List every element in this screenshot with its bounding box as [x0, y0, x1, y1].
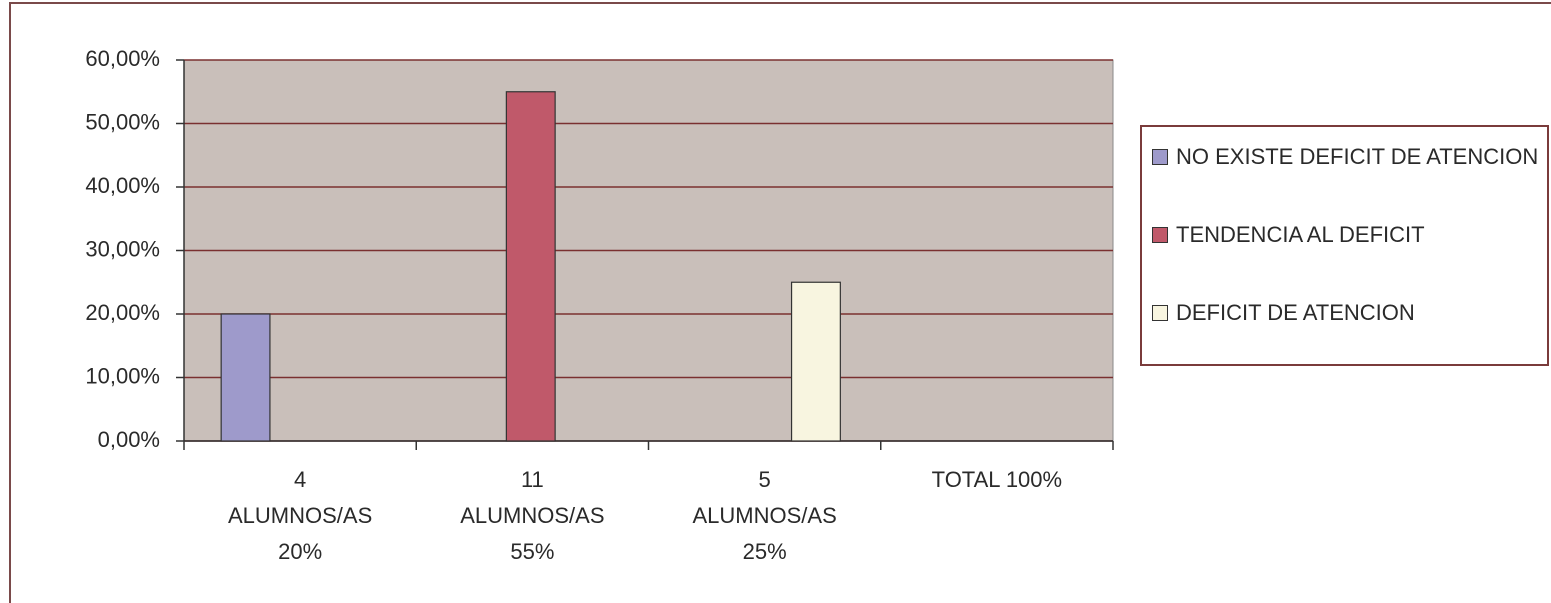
- x-tick-label-line: 4: [294, 467, 306, 492]
- bar: [790, 281, 841, 442]
- chart-border: [9, 2, 1551, 603]
- x-tick-label: 11 ALUMNOS/AS 55%: [460, 467, 604, 564]
- x-tick-label: TOTAL 100%: [932, 467, 1062, 492]
- legend-entry: NO EXISTE DEFICIT DE ATENCION: [1152, 141, 1541, 173]
- x-tick-label-line: 55%: [510, 539, 554, 564]
- legend-label: TENDENCIA AL DEFICIT: [1176, 222, 1425, 247]
- bar: [505, 91, 556, 442]
- x-tick-label-line: 20%: [278, 539, 322, 564]
- legend-entry: TENDENCIA AL DEFICIT: [1152, 219, 1541, 251]
- x-tick-label-line: 25%: [743, 539, 787, 564]
- y-tick-label: 0,00%: [98, 427, 160, 452]
- y-tick-label: 10,00%: [85, 363, 160, 388]
- legend-entry: DEFICIT DE ATENCION: [1152, 297, 1541, 329]
- legend-swatch: [1152, 149, 1168, 165]
- y-tick-label: 20,00%: [85, 300, 160, 325]
- x-tick-label-line: ALUMNOS/AS: [692, 503, 836, 528]
- x-tick-label-line: TOTAL 100%: [932, 467, 1062, 492]
- x-tick-label-line: ALUMNOS/AS: [460, 503, 604, 528]
- y-tick-label: 40,00%: [85, 173, 160, 198]
- x-tick-label-line: 5: [759, 467, 771, 492]
- legend-label: DEFICIT DE ATENCION: [1176, 300, 1415, 325]
- legend-swatch: [1152, 227, 1168, 243]
- x-tick-label-line: 11: [521, 467, 544, 492]
- y-tick-label: 30,00%: [85, 236, 160, 261]
- y-tick-label: 60,00%: [85, 46, 160, 71]
- bar: [220, 313, 271, 442]
- x-tick-label: 4 ALUMNOS/AS 20%: [228, 467, 372, 564]
- x-tick-label: 5 ALUMNOS/AS 25%: [692, 467, 836, 564]
- x-tick-label-line: ALUMNOS/AS: [228, 503, 372, 528]
- legend: NO EXISTE DEFICIT DE ATENCION TENDENCIA A…: [1140, 125, 1549, 366]
- y-tick-label: 50,00%: [85, 109, 160, 134]
- legend-swatch: [1152, 305, 1168, 321]
- legend-label: NO EXISTE DEFICIT DE ATENCION: [1176, 144, 1539, 169]
